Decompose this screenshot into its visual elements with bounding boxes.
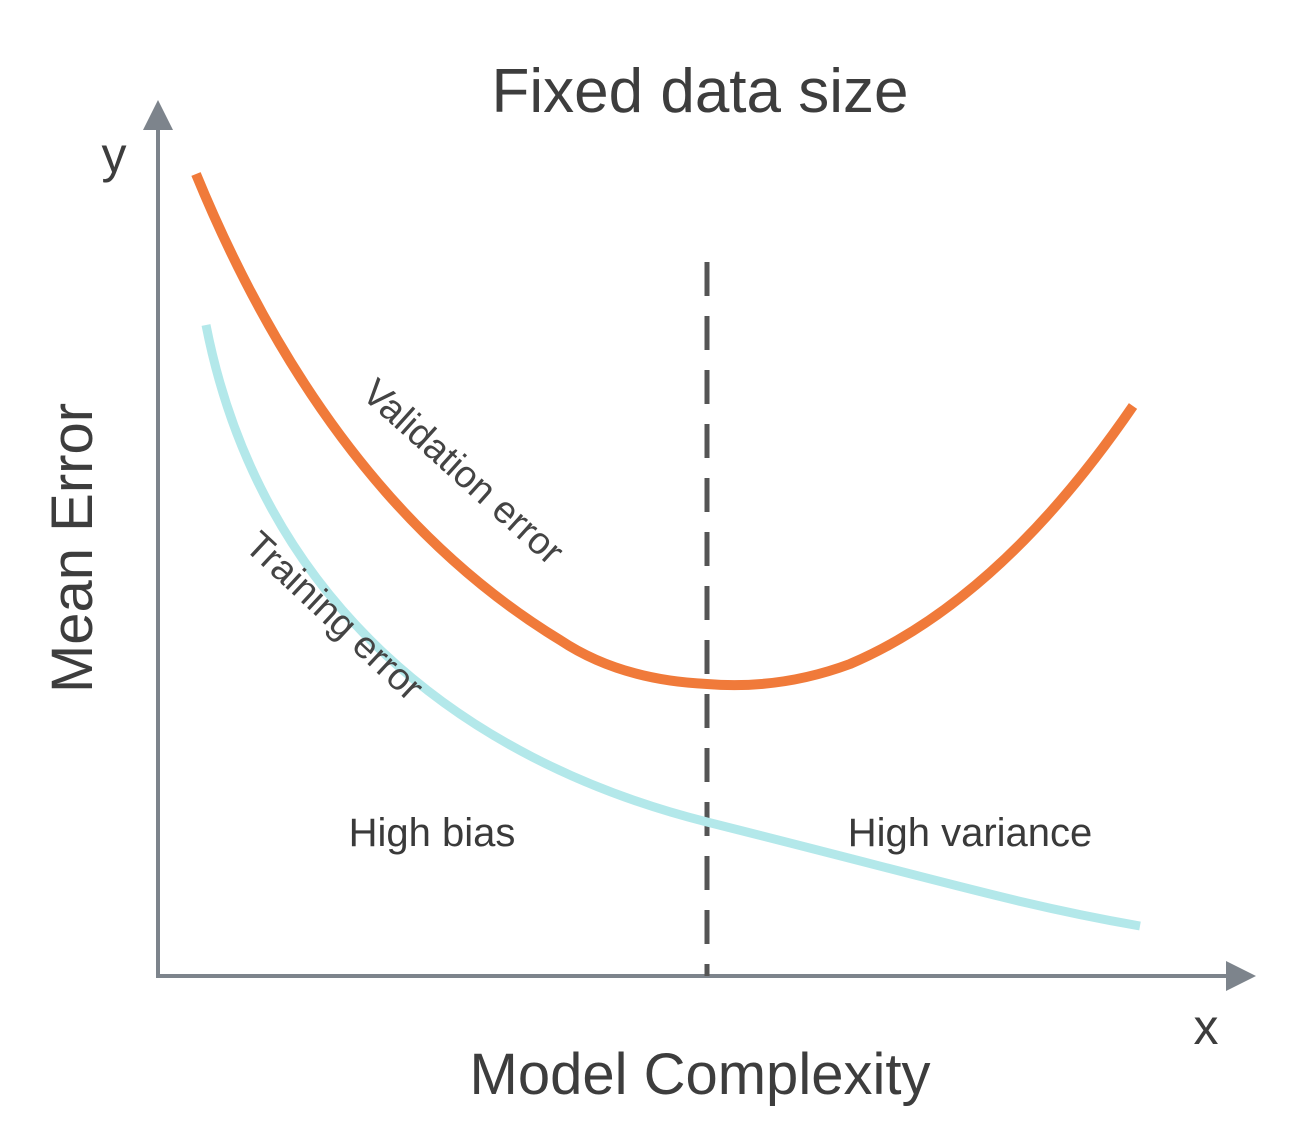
y-axis-label: Mean Error [40,403,105,693]
diagram-title: Fixed data size [492,57,909,126]
validation-error-curve [191,172,1138,691]
y-axis-arrow [143,100,173,130]
x-axis-letter: x [1194,999,1219,1055]
training-error-label: Training error [237,524,432,710]
high-bias-label: High bias [349,811,516,855]
validation-error-label: Validation error [354,371,572,573]
high-variance-label: High variance [848,811,1093,855]
x-axis-label: Model Complexity [470,1042,931,1107]
x-axis-arrow [1226,961,1256,991]
axes [143,100,1256,991]
y-axis-letter: y [102,127,127,183]
training-error-curve [201,324,1141,931]
